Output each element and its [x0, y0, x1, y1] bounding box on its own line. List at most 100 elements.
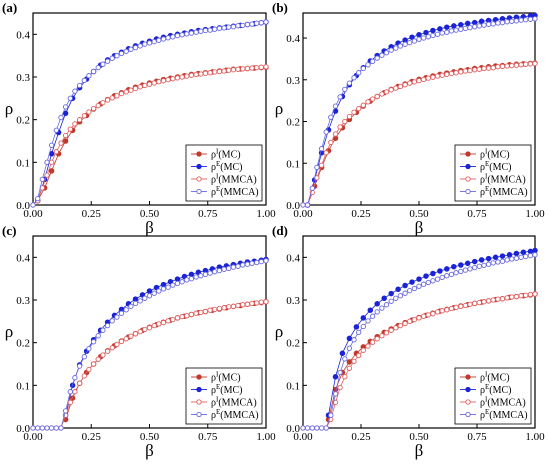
data-point: [379, 305, 385, 311]
data-point: [212, 26, 218, 32]
data-point: [100, 61, 106, 67]
legend-label: ρI(MC): [211, 148, 241, 161]
data-point: [332, 391, 339, 397]
data-point: [388, 327, 394, 333]
series: [300, 60, 538, 208]
data-point: [472, 67, 478, 73]
data-point: [434, 31, 441, 37]
data-point: [458, 69, 464, 75]
legend-marker: [196, 151, 202, 157]
data-point: [430, 278, 436, 284]
data-point: [132, 85, 139, 92]
data-point: [230, 303, 237, 310]
data-point: [369, 58, 376, 65]
data-point: [174, 75, 181, 81]
data-point: [90, 361, 97, 367]
data-point: [342, 86, 348, 93]
data-point: [360, 102, 366, 108]
data-point: [409, 279, 415, 285]
series: [300, 16, 538, 208]
data-point: [216, 68, 223, 75]
legend-label: ρI(MC): [480, 371, 510, 384]
data-point: [527, 61, 534, 67]
data-point: [170, 34, 176, 40]
chart-panel: 0.00 0.25 0.50 0.75 1.00 0.0 0.1 0.2 0.3 0.4 (c) β ρ…: [2, 223, 276, 460]
y-tick-label: 0.2: [16, 115, 30, 127]
data-point: [365, 318, 371, 324]
data-point: [402, 82, 408, 88]
data-point: [407, 287, 413, 294]
y-tick-label: 0.0: [286, 200, 300, 212]
legend-label: ρE(MMCA): [211, 185, 259, 198]
data-point: [314, 164, 320, 171]
data-point: [146, 293, 153, 299]
data-point: [332, 374, 339, 380]
data-point: [397, 293, 404, 299]
data-point: [490, 297, 496, 303]
data-point: [353, 324, 360, 330]
data-point: [151, 80, 157, 86]
data-point: [485, 21, 492, 27]
data-point: [142, 41, 148, 47]
x-tick-label: 0.75: [467, 431, 487, 443]
data-point: [409, 34, 415, 40]
data-point: [467, 24, 473, 31]
y-tick-label: 0.4: [16, 29, 30, 41]
data-point: [425, 34, 431, 40]
data-point: [235, 302, 241, 309]
legend-marker: [465, 151, 471, 157]
data-point: [132, 296, 139, 302]
data-point: [165, 284, 171, 290]
data-point: [123, 336, 129, 342]
data-point: [48, 168, 55, 174]
x-tick-label: 0.25: [82, 208, 102, 220]
data-point: [532, 252, 538, 258]
data-point: [170, 282, 176, 288]
data-point: [453, 27, 459, 33]
data-point: [221, 25, 227, 31]
panels: 0.00 0.25 0.50 0.75 1.00 0.0 0.1 0.2 0.3 0.4 (a) β ρ…: [2, 0, 545, 460]
data-point: [104, 322, 111, 329]
data-point: [202, 271, 209, 278]
panel-label: (b): [272, 0, 288, 15]
legend-label: ρE(MC): [211, 383, 243, 396]
data-point: [332, 103, 339, 109]
data-point: [397, 83, 404, 90]
data-point: [35, 425, 41, 431]
x-tick-label: 0.75: [467, 208, 487, 220]
data-point: [383, 330, 390, 336]
data-point: [337, 384, 343, 391]
data-point: [300, 425, 306, 431]
data-point: [240, 262, 246, 268]
data-point: [425, 279, 431, 286]
data-point: [160, 319, 167, 326]
data-point: [379, 91, 385, 97]
data-point: [137, 298, 143, 304]
legend-label: ρE(MC): [480, 383, 512, 396]
data-point: [62, 138, 69, 144]
panel-label: (c): [2, 223, 16, 238]
data-point: [207, 270, 213, 276]
data-point: [165, 35, 171, 41]
data-point: [365, 343, 371, 349]
data-point: [86, 73, 92, 79]
x-axis-label: β: [145, 441, 154, 460]
data-point: [146, 288, 153, 294]
data-point: [434, 309, 441, 315]
data-point: [244, 261, 251, 267]
data-point: [128, 303, 134, 310]
x-tick-label: 0.25: [351, 431, 371, 443]
data-point: [114, 53, 120, 59]
y-tick-label: 0.3: [286, 75, 300, 87]
data-point: [160, 36, 167, 42]
data-point: [374, 309, 380, 315]
data-point: [95, 356, 101, 362]
data-point: [379, 52, 385, 58]
data-point: [72, 88, 78, 94]
data-point: [184, 313, 190, 319]
data-point: [67, 95, 73, 101]
data-point: [481, 299, 487, 305]
data-point: [532, 16, 538, 22]
data-point: [309, 425, 315, 431]
data-point: [254, 20, 260, 26]
